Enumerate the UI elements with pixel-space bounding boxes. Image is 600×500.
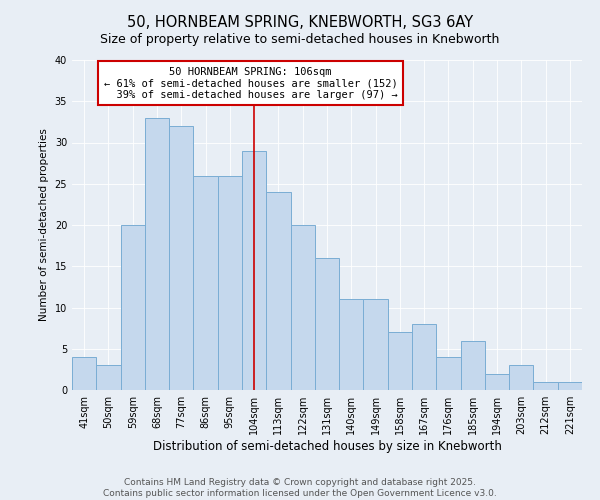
Text: 50 HORNBEAM SPRING: 106sqm
← 61% of semi-detached houses are smaller (152)
  39%: 50 HORNBEAM SPRING: 106sqm ← 61% of semi…	[104, 66, 397, 100]
Y-axis label: Number of semi-detached properties: Number of semi-detached properties	[39, 128, 49, 322]
Bar	[315, 258, 339, 390]
Bar	[461, 340, 485, 390]
Bar	[290, 225, 315, 390]
Bar	[145, 118, 169, 390]
Bar	[364, 299, 388, 390]
Bar	[509, 365, 533, 390]
Bar	[339, 299, 364, 390]
X-axis label: Distribution of semi-detached houses by size in Knebworth: Distribution of semi-detached houses by …	[152, 440, 502, 453]
Bar	[169, 126, 193, 390]
Bar	[436, 357, 461, 390]
Bar	[242, 151, 266, 390]
Bar	[193, 176, 218, 390]
Bar	[218, 176, 242, 390]
Bar	[412, 324, 436, 390]
Bar	[96, 365, 121, 390]
Bar	[121, 225, 145, 390]
Text: 50, HORNBEAM SPRING, KNEBWORTH, SG3 6AY: 50, HORNBEAM SPRING, KNEBWORTH, SG3 6AY	[127, 15, 473, 30]
Bar	[485, 374, 509, 390]
Bar	[533, 382, 558, 390]
Bar	[266, 192, 290, 390]
Bar	[72, 357, 96, 390]
Bar	[388, 332, 412, 390]
Text: Size of property relative to semi-detached houses in Knebworth: Size of property relative to semi-detach…	[100, 32, 500, 46]
Text: Contains HM Land Registry data © Crown copyright and database right 2025.
Contai: Contains HM Land Registry data © Crown c…	[103, 478, 497, 498]
Bar	[558, 382, 582, 390]
